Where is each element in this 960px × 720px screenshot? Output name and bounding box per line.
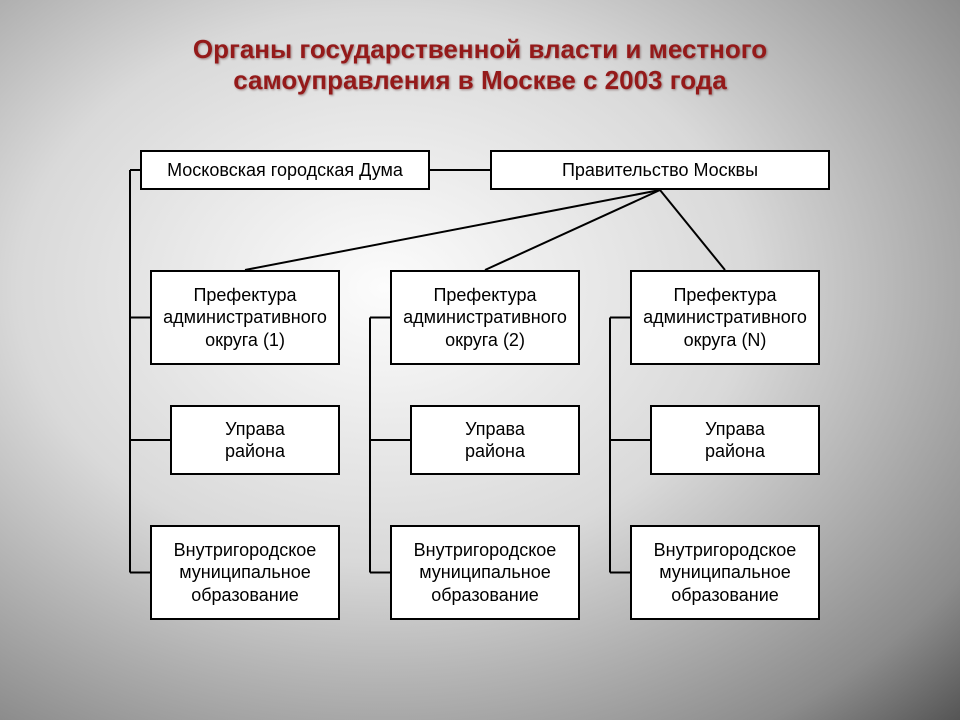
slide-title: Органы государственной власти и местного… (0, 34, 960, 96)
node-gov: Правительство Москвы (490, 150, 830, 190)
node-pref1: Префектура административного округа (1) (150, 270, 340, 365)
node-mun2: Внутригородское муниципальное образовани… (390, 525, 580, 620)
slide: Органы государственной власти и местного… (0, 0, 960, 720)
node-duma: Московская городская Дума (140, 150, 430, 190)
node-prefN: Префектура административного округа (N) (630, 270, 820, 365)
node-upr2: Управа района (410, 405, 580, 475)
node-uprN: Управа района (650, 405, 820, 475)
node-mun1: Внутригородское муниципальное образовани… (150, 525, 340, 620)
node-pref2: Префектура административного округа (2) (390, 270, 580, 365)
node-munN: Внутригородское муниципальное образовани… (630, 525, 820, 620)
node-upr1: Управа района (170, 405, 340, 475)
